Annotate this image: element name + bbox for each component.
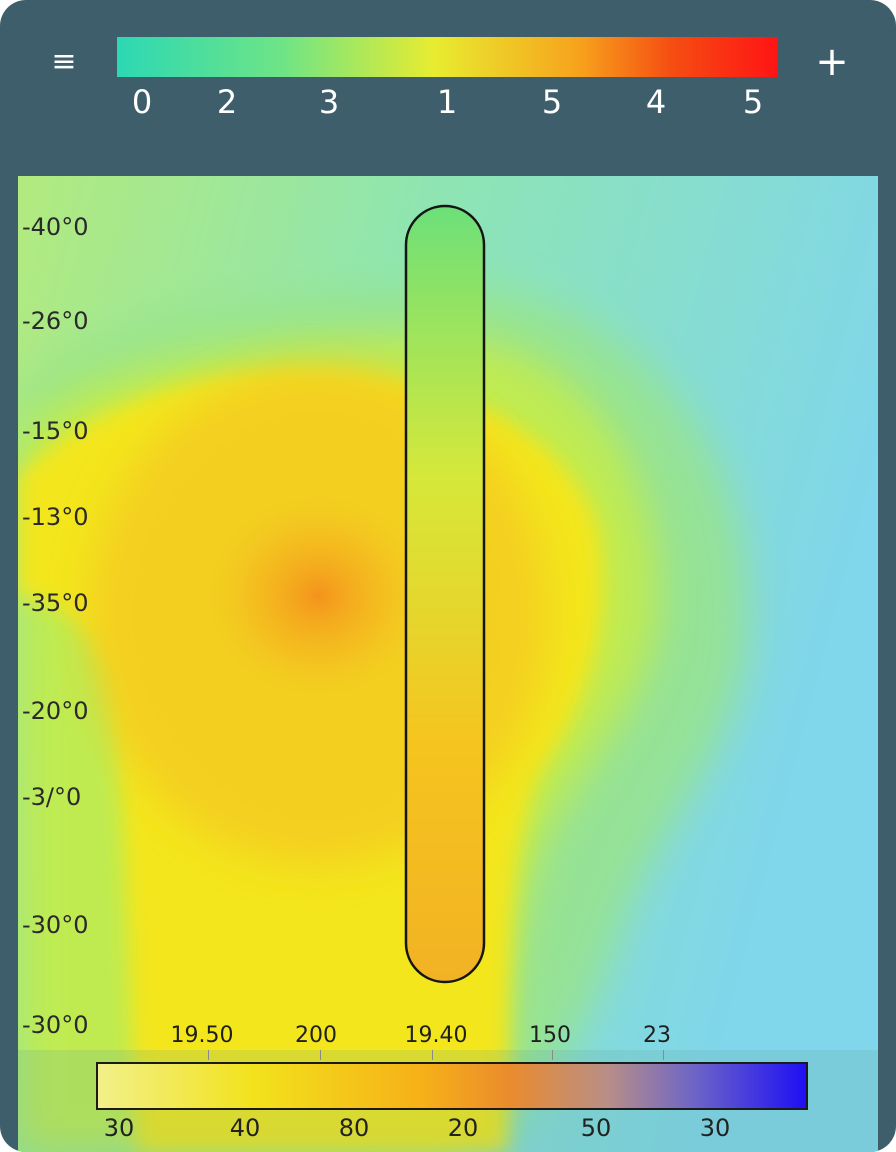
plus-icon[interactable]: +	[815, 39, 849, 85]
legend-label: 80	[338, 1114, 370, 1142]
legend-top-label: 23	[643, 1023, 671, 1048]
heatmap-canvas	[18, 176, 878, 1152]
y-axis-label: -30°0	[22, 1011, 89, 1039]
scale-label: 5	[742, 83, 764, 121]
legend-tick	[432, 1050, 433, 1060]
y-axis-label: -35°0	[22, 589, 89, 617]
y-axis-label: -20°0	[22, 697, 89, 725]
y-axis-label: -40°0	[22, 213, 89, 241]
y-axis-label: -30°0	[22, 911, 89, 939]
heatmap-panel[interactable]: -40°0 -26°0 -15°0 -13°0 -35°0 -20°0 -3/°…	[18, 176, 878, 1152]
legend-color-bar	[96, 1062, 808, 1110]
scale-label: 5	[541, 83, 563, 121]
heat-zone-hot	[208, 496, 428, 696]
menu-icon[interactable]: ≡	[51, 44, 77, 79]
scale-label: 3	[318, 83, 340, 121]
legend-label: 40	[229, 1114, 261, 1142]
legend-label: 30	[103, 1114, 135, 1142]
legend-tick	[663, 1050, 664, 1060]
y-axis-label: -26°0	[22, 307, 89, 335]
legend-top-label: 200	[295, 1023, 337, 1048]
legend-label: 20	[447, 1114, 479, 1142]
legend-top-label: 150	[529, 1023, 571, 1048]
legend-tick	[208, 1050, 209, 1060]
y-axis-label: -3/°0	[22, 783, 82, 811]
legend-label: 30	[699, 1114, 731, 1142]
legend-tick	[552, 1050, 553, 1060]
legend-top-label: 19.40	[404, 1023, 468, 1048]
scale-label: 1	[436, 83, 458, 121]
toolbar: ≡ 0 2 3 1 5 4 5 +	[0, 0, 896, 176]
y-axis-label: -15°0	[22, 417, 89, 445]
scale-label: 0	[131, 83, 153, 121]
legend-tick	[320, 1050, 321, 1060]
color-scale-bar	[117, 37, 778, 77]
legend-label: 50	[580, 1114, 612, 1142]
scale-label: 4	[645, 83, 667, 121]
legend-top-label: 19.50	[170, 1023, 234, 1048]
scale-label: 2	[216, 83, 238, 121]
vertical-slider-track	[404, 204, 486, 984]
y-axis-label: -13°0	[22, 503, 89, 531]
